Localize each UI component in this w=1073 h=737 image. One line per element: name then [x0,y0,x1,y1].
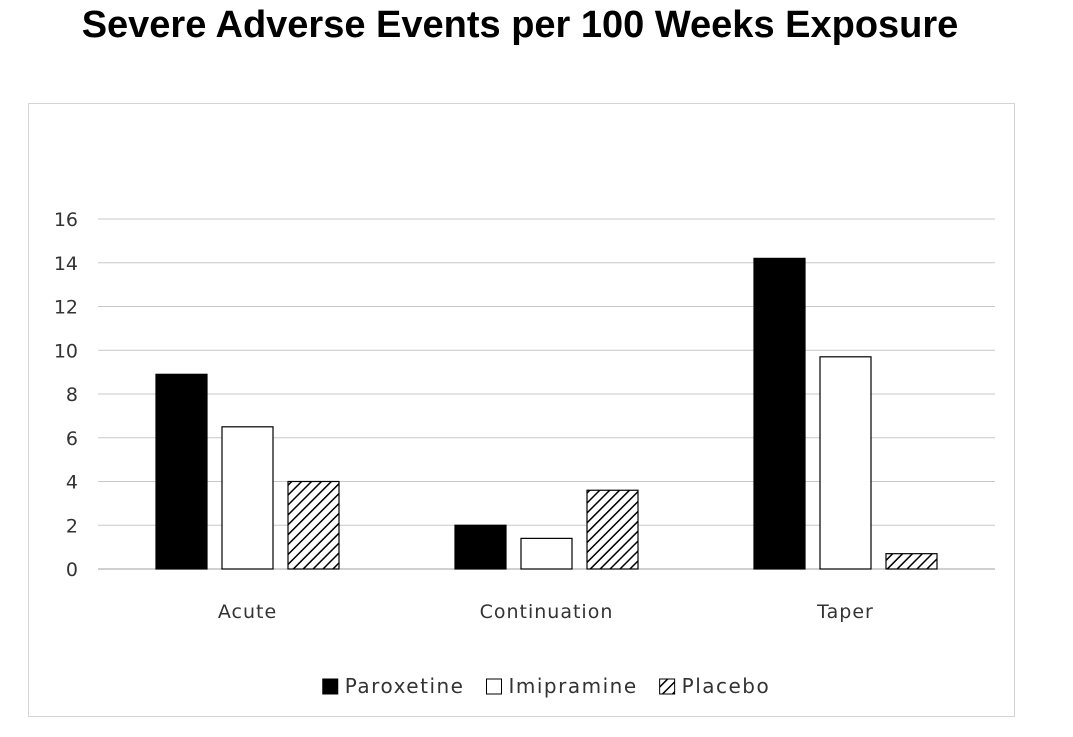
legend-item-placebo: Placebo [659,674,771,698]
y-tick-label: 10 [54,340,78,362]
legend: Paroxetine Imipramine Placebo [322,674,771,698]
bar-paroxetine-continuation [454,524,507,570]
legend-label: Imipramine [508,674,637,698]
legend-label: Paroxetine [345,674,465,698]
x-category-label: Continuation [480,601,614,623]
y-tick-label: 12 [54,297,78,319]
y-tick-label: 6 [66,428,78,450]
legend-item-paroxetine: Paroxetine [322,674,465,698]
legend-swatch [659,678,676,695]
y-tick-label: 14 [54,253,78,275]
legend-swatch [322,678,339,695]
chart-frame [28,103,1015,717]
y-tick-label: 2 [66,515,78,537]
bar-imipramine-taper [819,356,872,570]
bar-paroxetine-acute [155,373,208,570]
bar-paroxetine-taper [753,257,806,570]
bar-placebo-taper [885,553,938,570]
x-axis-category-labels: Acute Continuation Taper [218,601,874,623]
bars [155,257,938,570]
y-tick-label: 8 [66,384,78,406]
y-tick-label: 16 [54,209,78,231]
legend-label: Placebo [682,674,771,698]
y-tick-label: 0 [66,559,78,581]
x-category-label: Acute [218,601,277,623]
legend-swatch [485,678,502,695]
y-tick-label: 4 [66,472,78,494]
bar-placebo-continuation [586,489,639,570]
bar-imipramine-continuation [520,537,573,570]
bar-imipramine-acute [221,426,274,570]
y-axis-tick-labels: 0 2 4 6 8 10 12 14 16 [54,209,78,581]
bar-placebo-acute [287,480,340,570]
x-category-label: Taper [816,601,874,623]
chart-title: Severe Adverse Events per 100 Weeks Expo… [81,4,959,46]
legend-item-imipramine: Imipramine [485,674,637,698]
